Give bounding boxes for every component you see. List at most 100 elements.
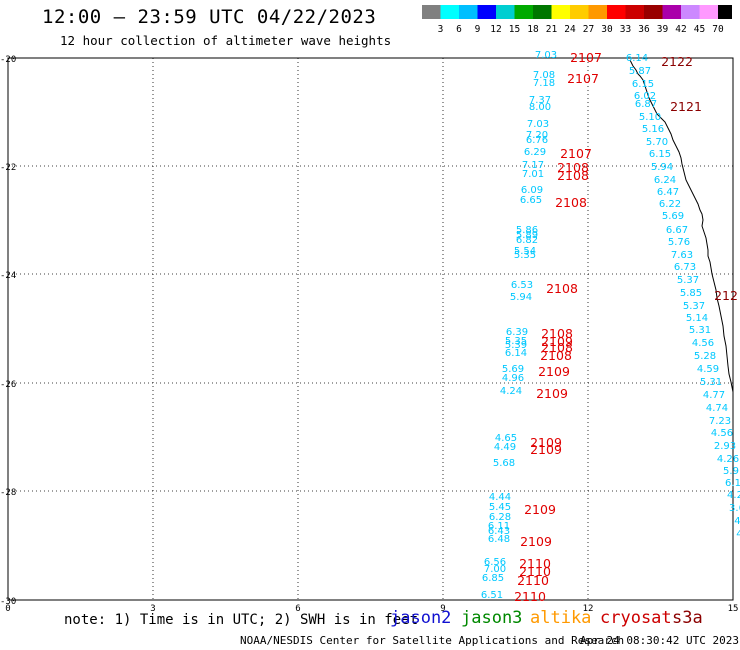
pass-number: 2109 <box>524 502 556 517</box>
swh-value: 5.28 <box>694 351 716 362</box>
swh-value: 4.26 <box>717 454 739 465</box>
colorbar-tick: 33 <box>620 24 631 35</box>
swh-value: 4.44 <box>489 492 511 503</box>
mission-jason2: jason2 <box>390 608 452 628</box>
footer-note: note: 1) Time is in UTC; 2) SWH is in fe… <box>64 612 419 628</box>
swh-value: 6.76 <box>526 135 548 146</box>
swh-value: 5.69 <box>662 211 684 222</box>
pass-number: 2108 <box>541 340 573 355</box>
swh-value: 7.00 <box>484 564 506 575</box>
lat-label: -28 <box>0 488 16 498</box>
color-swatch <box>718 5 732 19</box>
colorbar-tick: 6 <box>456 24 462 35</box>
swh-value: 8.00 <box>529 102 551 113</box>
swh-value: 4.74 <box>706 403 728 414</box>
colorbar-tick: 21 <box>546 24 558 35</box>
swh-value: 5.94 <box>510 292 532 303</box>
pass-number: 2110 <box>514 589 546 604</box>
pass-number: 2109 <box>520 534 552 549</box>
swh-value: 4.65 <box>495 433 517 444</box>
map-frame <box>7 57 734 601</box>
swh-value: 6.11 <box>488 521 510 532</box>
swh-value: 6.73 <box>674 262 696 273</box>
swh-value: 6.53 <box>511 280 533 291</box>
colorbar-tick: 24 <box>564 24 576 35</box>
mission-jason3: jason3 <box>461 608 523 628</box>
swh-value: 6.15 <box>632 79 654 90</box>
swh-value: 5.39 <box>505 340 527 351</box>
swh-value: 4.96 <box>502 373 524 384</box>
swh-value: 5.31 <box>700 377 722 388</box>
colorbar-tick: 39 <box>657 24 669 35</box>
swh-value: 4. <box>736 529 740 540</box>
swh-value: 5.14 <box>686 313 708 324</box>
swh-value: 5.10 <box>639 112 661 123</box>
pass-number: 212 <box>714 288 738 303</box>
color-swatch <box>533 5 552 19</box>
mission-s3a: s3a <box>672 608 703 628</box>
swh-value: 6.09 <box>521 185 543 196</box>
colorbar-tick: 15 <box>509 24 520 35</box>
swh-value: 6.85 <box>482 573 504 584</box>
color-swatch <box>699 5 718 19</box>
swh-value: 5.37 <box>683 301 705 312</box>
pass-number: 2107 <box>560 146 592 161</box>
pass-number: 2110 <box>519 556 551 571</box>
lon-label: 3 <box>150 604 155 614</box>
color-swatch <box>514 5 533 19</box>
color-swatch <box>681 5 700 19</box>
pass-number: 2109 <box>538 364 570 379</box>
lat-label: -20 <box>0 55 16 65</box>
swh-value: 7.37 <box>529 95 551 106</box>
colorbar-tick: 12 <box>490 24 501 35</box>
swh-value: 5.37 <box>677 275 699 286</box>
footer-center: NOAA/NESDIS Center for Satellite Applica… <box>240 634 625 647</box>
color-swatch <box>662 5 681 19</box>
swh-value: 6.47 <box>657 187 679 198</box>
lat-label: -26 <box>0 380 16 390</box>
pass-number: 2109 <box>530 435 562 450</box>
swh-value: 5.35 <box>505 336 527 347</box>
swh-value: 6.39 <box>506 327 528 338</box>
swh-value: 7.03 <box>535 50 557 61</box>
swh-value: 6.22 <box>659 199 681 210</box>
swh-value: 7.20 <box>526 130 548 141</box>
swh-value: 7.03 <box>527 119 549 130</box>
swh-value: 6.24 <box>654 175 676 186</box>
swh-value: 6.43 <box>488 526 510 537</box>
colorbar-tick: 42 <box>675 24 686 35</box>
swh-value: 5.85 <box>680 288 702 299</box>
color-swatch <box>625 5 644 19</box>
page-subtitle: 12 hour collection of altimeter wave hei… <box>60 33 392 48</box>
swh-value: 6.56 <box>484 557 506 568</box>
swh-value: 6.87 <box>635 99 657 110</box>
pass-number: 2108 <box>557 160 589 175</box>
swh-value: 7.17 <box>522 160 544 171</box>
swh-value: 5.69 <box>502 364 524 375</box>
lat-label: -24 <box>0 271 16 281</box>
color-swatch <box>644 5 663 19</box>
swh-value: 6.67 <box>666 225 688 236</box>
color-swatch <box>477 5 496 19</box>
lat-label: -22 <box>0 163 16 173</box>
swh-value: 6.02 <box>634 91 656 102</box>
lon-label: 0 <box>5 604 10 614</box>
swh-value: 5.76 <box>668 237 690 248</box>
swh-value: 4.49 <box>494 442 516 453</box>
lon-label: 6 <box>295 604 300 614</box>
pass-number: 2108 <box>555 195 587 210</box>
color-swatch <box>551 5 570 19</box>
swh-value: 6.14 <box>505 348 527 359</box>
pass-number: 2107 <box>570 50 602 65</box>
page-title: 12:00 – 23:59 UTC 04/22/2023 <box>42 6 377 28</box>
swh-value: 5.86 <box>516 225 538 236</box>
pass-number: 2122 <box>661 54 693 69</box>
swh-value: 6.65 <box>520 195 542 206</box>
pass-number: 2110 <box>517 573 549 588</box>
colorbar-tick: 36 <box>638 24 650 35</box>
colorbar-tick: 9 <box>475 24 481 35</box>
pass-number: 2110 <box>519 564 551 579</box>
swh-value: 5.54 <box>514 246 536 257</box>
swh-value: 6.1 <box>725 478 740 489</box>
